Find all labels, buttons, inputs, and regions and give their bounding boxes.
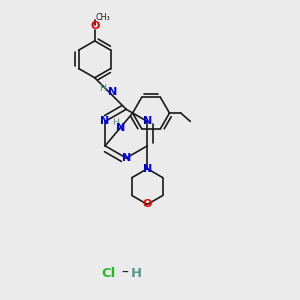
Text: N: N: [143, 164, 152, 174]
Text: CH₃: CH₃: [96, 13, 110, 22]
Text: –: –: [121, 266, 128, 280]
Text: O: O: [90, 21, 99, 31]
Text: Cl: Cl: [101, 267, 116, 280]
Text: H: H: [112, 118, 119, 127]
Text: N: N: [100, 116, 110, 127]
Text: N: N: [116, 123, 126, 133]
Text: H: H: [131, 267, 142, 280]
Text: N: N: [143, 116, 152, 127]
Text: H: H: [99, 84, 106, 93]
Text: O: O: [142, 200, 152, 209]
Text: N: N: [108, 87, 117, 97]
Text: N: N: [122, 153, 131, 163]
